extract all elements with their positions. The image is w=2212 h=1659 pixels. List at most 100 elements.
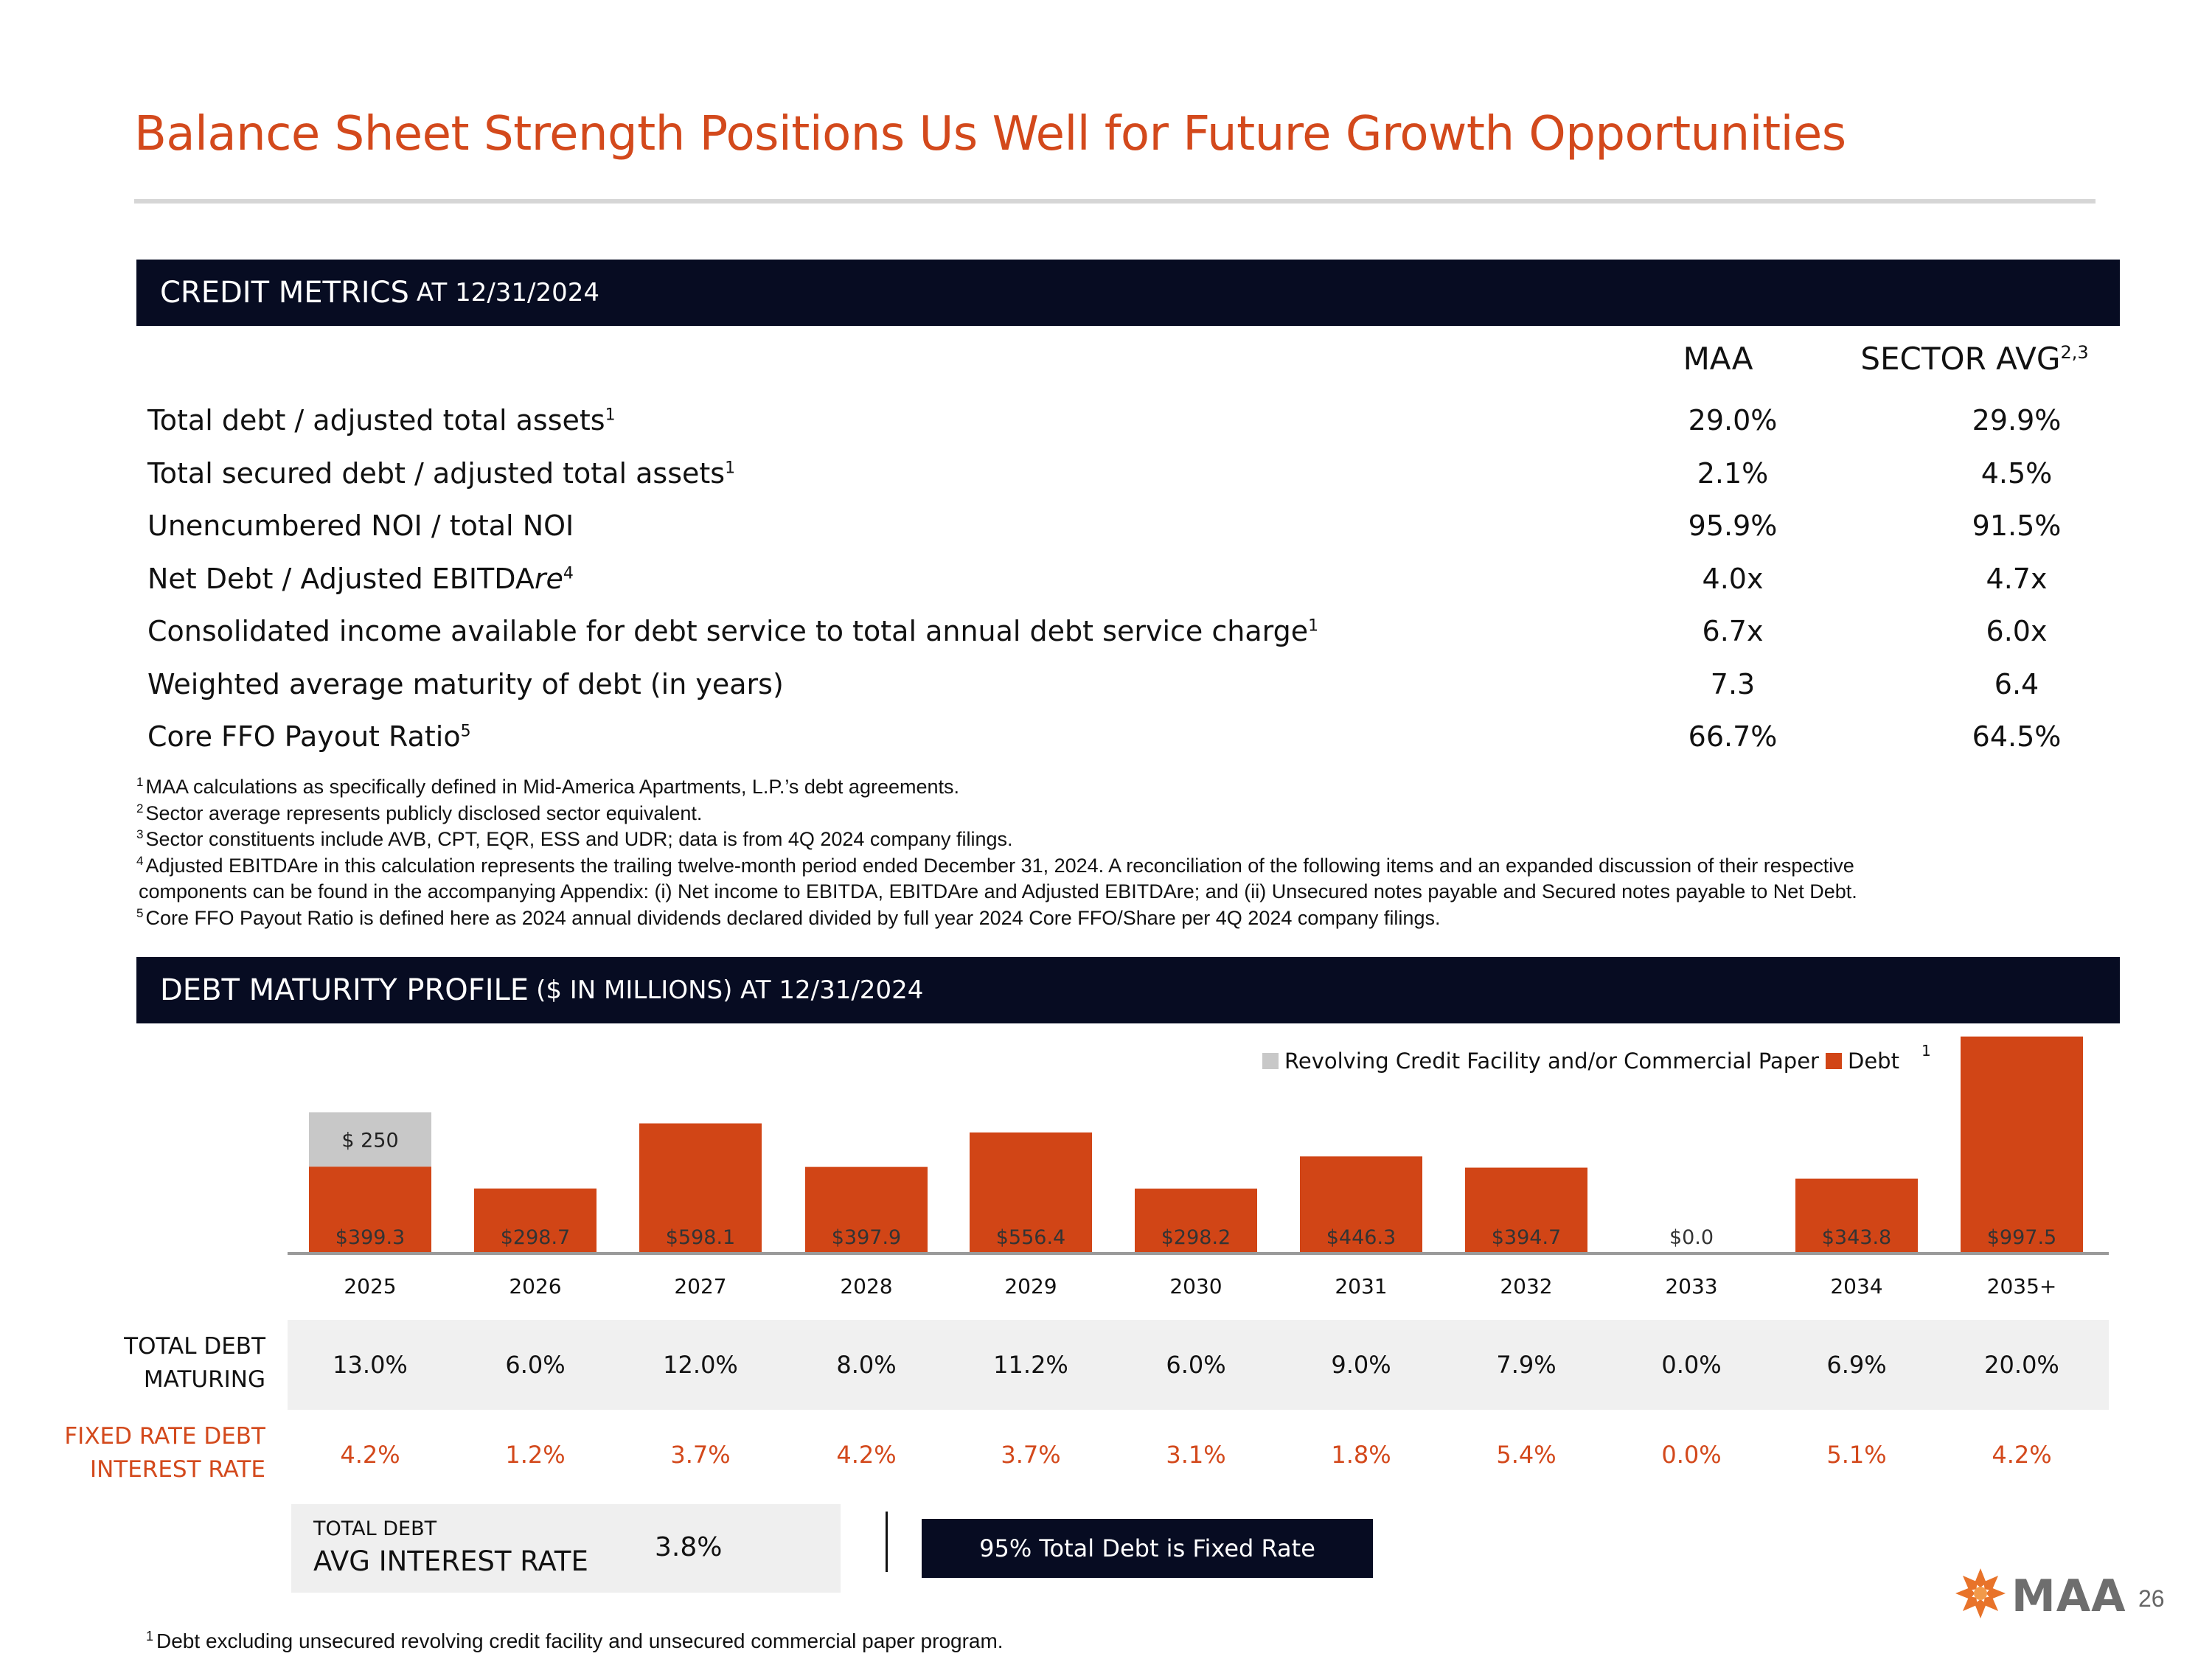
x-tick-2035+: 2035+ bbox=[1987, 1274, 2057, 1298]
fixed-rate-title-line2: INTEREST RATE bbox=[89, 1456, 265, 1483]
legend-item-debt: Debt 1 bbox=[1826, 1042, 1931, 1074]
debt-footnote-text: Debt excluding unsecured revolving credi… bbox=[156, 1630, 1004, 1652]
legend-label-debt: Debt bbox=[1848, 1048, 1899, 1074]
footnote: 3 Sector constituents include AVB, CPT, E… bbox=[136, 827, 1013, 852]
metric-sector-value: 64.5% bbox=[1972, 720, 2062, 753]
metric-label-sup: 4 bbox=[563, 563, 574, 582]
x-tick-2033: 2033 bbox=[1665, 1274, 1717, 1298]
bar-debt-label-2026: $298.7 bbox=[501, 1226, 570, 1249]
x-tick-2030: 2030 bbox=[1169, 1274, 1222, 1298]
footnote-text: components can be found in the accompany… bbox=[139, 880, 1857, 902]
metric-label: Net Debt / Adjusted EBITDAre4 bbox=[147, 563, 574, 595]
metric-row: Unencumbered NOI / total NOI 95.9% 91.5% bbox=[147, 502, 2061, 555]
bar-debt-2034 bbox=[1795, 1178, 1918, 1253]
fixed-rate-cell: 1.8% bbox=[1331, 1441, 1391, 1469]
metric-maa-value: 4.0x bbox=[1702, 562, 1764, 595]
metric-label: Total secured debt / adjusted total asse… bbox=[147, 457, 735, 490]
column-sector-avg-sup: 2,3 bbox=[2060, 342, 2089, 363]
bar-debt-2027 bbox=[639, 1123, 762, 1253]
total-debt-maturing-title-line2: MATURING bbox=[143, 1366, 265, 1393]
footnote-text: Sector constituents include AVB, CPT, EQ… bbox=[145, 828, 1013, 850]
metric-label: Total debt / adjusted total assets1 bbox=[147, 404, 616, 437]
metric-label-sup: 5 bbox=[460, 722, 471, 741]
footnote: components can be found in the accompany… bbox=[136, 879, 1857, 905]
total-debt-maturing-title-line1: TOTAL DEBT bbox=[124, 1333, 265, 1360]
metric-row: Weighted average maturity of debt (in ye… bbox=[147, 661, 2039, 714]
metric-label-sup: 1 bbox=[725, 458, 736, 477]
summary-divider bbox=[886, 1512, 888, 1572]
total-debt-maturing-row bbox=[288, 1320, 2109, 1410]
metric-label: Core FFO Payout Ratio5 bbox=[147, 720, 471, 753]
total-debt-maturing-cell: 6.9% bbox=[1826, 1351, 1887, 1379]
bar-debt-2032 bbox=[1465, 1167, 1587, 1253]
bar-debt-2035+ bbox=[1961, 1036, 2083, 1253]
metric-row: Core FFO Payout Ratio5 66.7% 64.5% bbox=[147, 713, 2061, 766]
footnote-text: Sector average represents publicly discl… bbox=[145, 801, 703, 824]
fixed-rate-cell: 0.0% bbox=[1661, 1441, 1722, 1469]
fixed-rate-cell: 5.1% bbox=[1826, 1441, 1887, 1469]
metric-row: Net Debt / Adjusted EBITDAre4 4.0x 4.7x bbox=[147, 555, 2047, 608]
fixed-rate-cell: 3.7% bbox=[1001, 1441, 1061, 1469]
metric-label-text: Weighted average maturity of debt (in ye… bbox=[147, 667, 784, 700]
bar-debt-2029 bbox=[970, 1132, 1092, 1253]
debt-maturity-header: DEBT MATURITY PROFILE ($ IN MILLIONS) AT… bbox=[136, 957, 2120, 1023]
metric-label-italic: re bbox=[534, 562, 563, 595]
total-debt-maturing-cell: 8.0% bbox=[836, 1351, 897, 1379]
bar-revolving-label-2025: $ 250 bbox=[341, 1129, 398, 1152]
bar-debt-label-2031: $446.3 bbox=[1326, 1226, 1396, 1249]
credit-metrics-heading: CREDIT METRICS bbox=[160, 276, 409, 310]
metric-maa-value: 95.9% bbox=[1688, 509, 1778, 542]
legend-debt-sup: 1 bbox=[1921, 1042, 1931, 1060]
metric-label-text: Consolidated income available for debt s… bbox=[147, 615, 1309, 647]
bar-debt-label-2030: $298.2 bbox=[1161, 1226, 1231, 1249]
total-debt-maturing-cell: 12.0% bbox=[663, 1351, 738, 1379]
x-tick-2026: 2026 bbox=[509, 1274, 561, 1298]
legend-swatch-debt bbox=[1826, 1053, 1842, 1069]
title-divider bbox=[134, 199, 2096, 204]
debt-footnote-num: 1 bbox=[146, 1628, 154, 1644]
footnote-num: 4 bbox=[136, 853, 144, 868]
avg-interest-rate-small-label: TOTAL DEBT bbox=[313, 1517, 437, 1540]
footnote: 4 Adjusted EBITDAre in this calculation r… bbox=[136, 853, 1854, 879]
x-tick-2025: 2025 bbox=[344, 1274, 396, 1298]
bar-debt-label-2033: $0.0 bbox=[1669, 1226, 1714, 1249]
metric-maa-value: 6.7x bbox=[1702, 615, 1764, 647]
bar-debt-label-2028: $397.9 bbox=[832, 1226, 901, 1249]
bar-debt-label-2029: $556.4 bbox=[996, 1226, 1065, 1249]
bar-debt-2030 bbox=[1135, 1189, 1257, 1253]
footnote-text: Core FFO Payout Ratio is defined here as… bbox=[145, 906, 1441, 929]
total-debt-maturing-title: TOTAL DEBT MATURING bbox=[124, 1330, 265, 1397]
footnote-text: Adjusted EBITDAre in this calculation re… bbox=[145, 854, 1854, 877]
bar-debt-2031 bbox=[1300, 1156, 1422, 1253]
legend-label-revolving: Revolving Credit Facility and/or Commerc… bbox=[1284, 1048, 1819, 1074]
debt-footnote: 1 Debt excluding unsecured revolving cred… bbox=[146, 1630, 1004, 1653]
debt-maturity-heading: DEBT MATURITY PROFILE bbox=[160, 973, 529, 1007]
bar-debt-label-2027: $598.1 bbox=[666, 1226, 735, 1249]
footnote-num: 2 bbox=[136, 801, 144, 815]
total-debt-maturing-cell: 13.0% bbox=[333, 1351, 408, 1379]
page-title: Balance Sheet Strength Positions Us Well… bbox=[134, 107, 1846, 161]
fixed-rate-cell: 4.2% bbox=[836, 1441, 897, 1469]
metric-maa-value: 2.1% bbox=[1697, 456, 1769, 490]
bar-debt-label-2035+: $997.5 bbox=[1987, 1226, 2056, 1249]
total-debt-maturing-cell: 11.2% bbox=[993, 1351, 1068, 1379]
fixed-rate-title: FIXED RATE DEBT INTEREST RATE bbox=[64, 1420, 265, 1486]
footnote-text: MAA calculations as specifically defined… bbox=[145, 776, 960, 798]
footnote-num: 3 bbox=[136, 827, 144, 841]
bar-debt-label-2032: $394.7 bbox=[1492, 1226, 1561, 1249]
metric-row: Total secured debt / adjusted total asse… bbox=[147, 450, 2052, 503]
avg-interest-rate-label: AVG INTEREST RATE bbox=[313, 1545, 588, 1577]
avg-interest-rate-box bbox=[291, 1504, 841, 1593]
metric-label: Weighted average maturity of debt (in ye… bbox=[147, 668, 784, 700]
x-tick-2034: 2034 bbox=[1830, 1274, 1882, 1298]
fixed-rate-cell: 4.2% bbox=[1992, 1441, 2052, 1469]
avg-interest-rate-value: 3.8% bbox=[655, 1532, 723, 1562]
column-sector-avg-label: SECTOR AVG bbox=[1860, 341, 2061, 377]
metric-label-sup: 1 bbox=[1308, 616, 1319, 636]
total-debt-maturing-cell: 0.0% bbox=[1661, 1351, 1722, 1379]
metric-label-sup: 1 bbox=[605, 406, 616, 425]
maa-logo-text: MAA bbox=[2011, 1571, 2126, 1622]
metric-label-text: Unencumbered NOI / total NOI bbox=[147, 509, 574, 542]
page-number: 26 bbox=[2138, 1585, 2165, 1612]
column-sector-avg: SECTOR AVG2,3 bbox=[1842, 341, 2107, 377]
